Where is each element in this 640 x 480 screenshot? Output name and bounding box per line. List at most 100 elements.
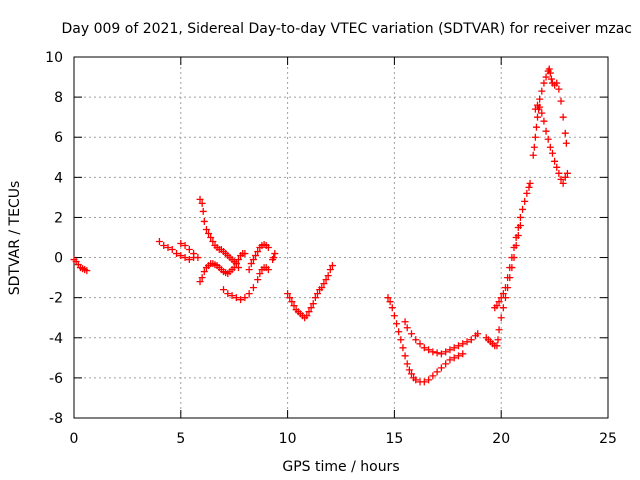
x-axis-label: GPS time / hours — [282, 459, 399, 475]
data-point — [412, 336, 420, 344]
series-seg9 — [384, 294, 467, 386]
data-point — [390, 312, 398, 320]
data-point — [241, 294, 249, 302]
x-tick-labels: 0 5 10 15 20 25 — [70, 431, 617, 447]
data-points — [70, 65, 571, 386]
data-point — [194, 254, 202, 262]
data-point — [237, 296, 245, 304]
data-point — [542, 127, 550, 135]
data-point — [401, 352, 409, 360]
data-point — [200, 268, 208, 276]
data-point — [200, 217, 208, 225]
data-point — [241, 250, 249, 258]
data-point — [384, 294, 392, 302]
data-point — [425, 346, 433, 354]
y-tick-label: 2 — [54, 210, 63, 226]
y-tick-label: 8 — [54, 90, 63, 106]
data-point — [510, 254, 518, 262]
data-point — [526, 179, 534, 187]
data-point — [540, 79, 548, 87]
data-point — [553, 79, 561, 87]
data-point — [198, 199, 206, 207]
y-tick-label: -8 — [49, 411, 63, 427]
data-point — [561, 129, 569, 137]
data-point — [249, 256, 257, 264]
data-point — [546, 69, 554, 77]
data-point — [403, 324, 411, 332]
data-point — [538, 109, 546, 117]
data-point — [514, 231, 522, 239]
data-point — [499, 304, 507, 312]
data-point — [185, 246, 193, 254]
data-point — [252, 252, 260, 260]
data-point — [307, 304, 315, 312]
data-point — [205, 229, 213, 237]
data-point — [160, 242, 168, 250]
series-seg13 — [495, 221, 524, 334]
data-point — [232, 260, 240, 268]
data-point — [405, 366, 413, 374]
x-tick-label: 20 — [492, 431, 510, 447]
data-point — [474, 330, 482, 338]
data-point — [271, 250, 279, 258]
data-point — [185, 256, 193, 264]
data-point — [508, 264, 516, 272]
data-point — [245, 266, 253, 274]
y-tick-label: 4 — [54, 170, 63, 186]
data-point — [322, 276, 330, 284]
data-point — [459, 340, 467, 348]
data-point — [433, 368, 441, 376]
axis-ticks — [73, 56, 609, 419]
data-point — [521, 197, 529, 205]
data-point — [177, 240, 185, 248]
data-point — [420, 344, 428, 352]
data-point — [326, 266, 334, 274]
x-tick-label: 15 — [385, 431, 403, 447]
data-point — [530, 143, 538, 151]
data-point — [555, 85, 563, 93]
data-point — [228, 292, 236, 300]
data-point — [284, 290, 292, 298]
y-tick-label: -2 — [49, 291, 63, 307]
plot-frame — [73, 56, 609, 419]
data-point — [303, 312, 311, 320]
chart-title: Day 009 of 2021, Sidereal Day-to-day VTE… — [62, 21, 632, 37]
series-seg14 — [529, 103, 571, 187]
data-point — [531, 133, 539, 141]
data-point — [516, 213, 524, 221]
data-point — [401, 318, 409, 326]
data-point — [557, 97, 565, 105]
data-point — [230, 264, 238, 272]
data-point — [220, 286, 228, 294]
series-seg8 — [284, 262, 336, 322]
data-point — [536, 95, 544, 103]
data-point — [181, 242, 189, 250]
data-point — [320, 280, 328, 288]
data-point — [519, 205, 527, 213]
series-seg6 — [245, 241, 272, 274]
data-point — [164, 244, 172, 252]
data-point — [209, 238, 217, 246]
data-point — [168, 246, 176, 254]
data-point — [446, 346, 454, 354]
data-point — [83, 267, 91, 275]
data-point — [429, 372, 437, 380]
y-axis-label: SDTVAR / TECUs — [7, 181, 23, 296]
data-point — [403, 360, 411, 368]
data-point — [245, 290, 253, 298]
data-point — [232, 294, 240, 302]
data-point — [532, 123, 540, 131]
x-tick-label: 25 — [599, 431, 617, 447]
data-point — [553, 163, 561, 171]
data-point — [433, 349, 441, 357]
data-point — [546, 143, 554, 151]
data-point — [551, 157, 559, 165]
data-point — [286, 294, 294, 302]
data-point — [181, 254, 189, 262]
data-point — [425, 376, 433, 384]
data-point — [493, 342, 501, 350]
data-point — [198, 274, 206, 282]
data-point — [534, 113, 542, 121]
data-point — [199, 207, 207, 215]
data-point — [446, 356, 454, 364]
